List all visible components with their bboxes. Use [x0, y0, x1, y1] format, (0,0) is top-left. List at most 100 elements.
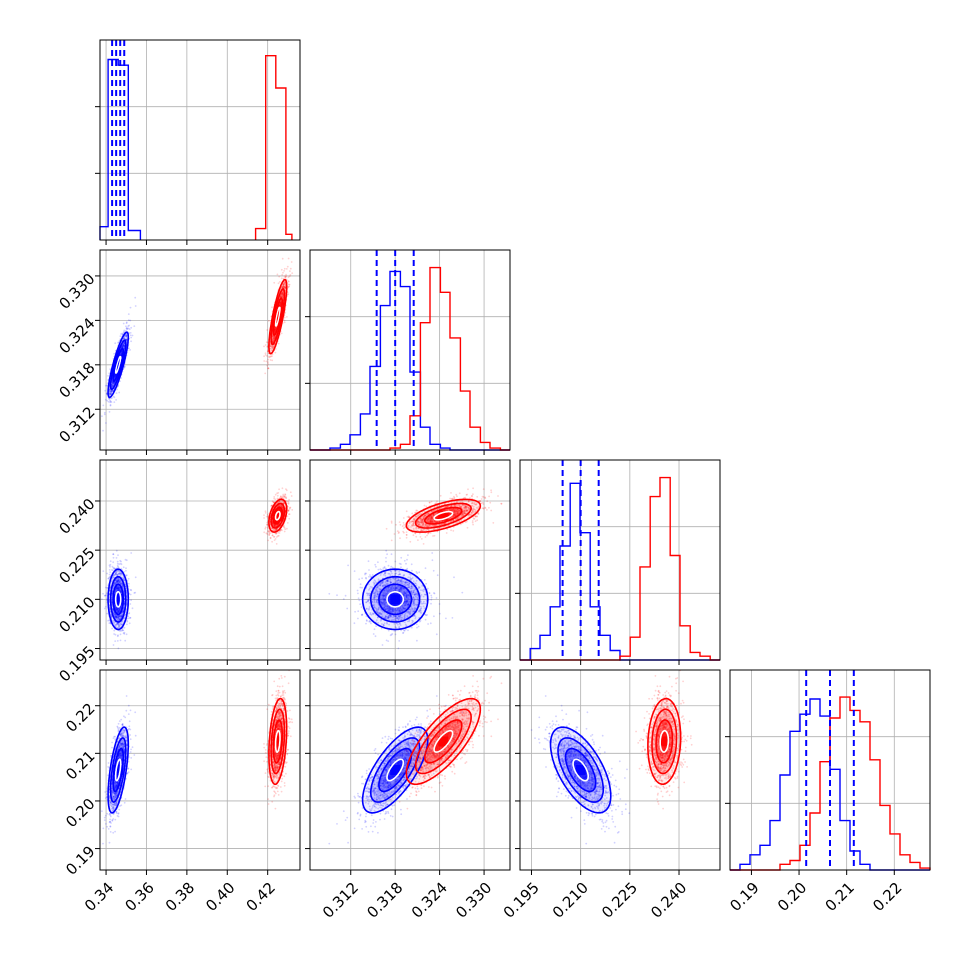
- sample-point: [415, 579, 418, 582]
- sample-point: [538, 726, 540, 729]
- sample-point: [598, 784, 601, 787]
- sample-point: [371, 806, 374, 808]
- sample-point: [575, 742, 578, 745]
- sample-point: [384, 813, 387, 815]
- sample-point: [565, 713, 568, 715]
- sample-point: [408, 611, 411, 613]
- sample-point: [538, 716, 541, 719]
- sample-point: [344, 819, 347, 821]
- sample-point: [362, 782, 365, 785]
- sample-point: [600, 765, 602, 768]
- sample-point: [398, 726, 401, 729]
- sample-point: [612, 804, 615, 806]
- sample-point: [585, 727, 588, 730]
- sample-point: [430, 594, 433, 597]
- sample-point: [122, 739, 125, 742]
- sample-point: [112, 561, 115, 564]
- sample-point: [609, 807, 611, 809]
- sample-point: [116, 578, 119, 581]
- sample-point: [605, 825, 608, 828]
- sample-point: [129, 319, 132, 322]
- sample-point: [110, 392, 112, 395]
- sample-point: [387, 578, 390, 580]
- sample-point: [554, 745, 557, 747]
- sample-point: [570, 816, 573, 819]
- sample-point: [408, 582, 411, 585]
- sample-point: [115, 616, 118, 619]
- sample-point: [126, 623, 128, 626]
- sample-point: [384, 608, 387, 610]
- sample-point: [435, 597, 438, 599]
- sample-point: [597, 748, 600, 751]
- sample-point: [361, 828, 363, 830]
- sample-point: [404, 764, 407, 767]
- sample-point: [389, 737, 392, 740]
- sample-point: [120, 743, 123, 746]
- sample-point: [377, 568, 380, 571]
- sample-point: [615, 808, 617, 811]
- sample-point: [389, 783, 392, 786]
- sample-point: [400, 566, 402, 569]
- sample-point: [604, 789, 607, 792]
- sample-point: [130, 336, 133, 339]
- panel-3-1: [310, 670, 510, 870]
- sample-point: [608, 772, 611, 774]
- sample-point: [427, 715, 429, 718]
- sample-point: [381, 804, 384, 807]
- sample-point: [583, 791, 586, 793]
- sample-point: [561, 749, 563, 752]
- sample-point: [118, 588, 121, 590]
- sample-point: [432, 569, 435, 572]
- sample-point: [117, 623, 119, 625]
- sample-point: [112, 799, 115, 801]
- sample-point: [611, 818, 614, 820]
- sample-point: [383, 818, 386, 820]
- sample-point: [385, 549, 388, 552]
- sample-point: [399, 746, 402, 749]
- sample-point: [130, 757, 133, 759]
- sample-point: [106, 572, 108, 575]
- sample-point: [560, 792, 563, 795]
- sample-point: [125, 567, 127, 570]
- sample-point: [374, 563, 377, 566]
- sample-point: [598, 790, 601, 793]
- sample-point: [587, 755, 590, 758]
- sample-point: [116, 792, 118, 795]
- sample-point: [116, 388, 118, 391]
- sample-point: [114, 786, 117, 789]
- sample-point: [562, 788, 565, 790]
- panel-2-2: [520, 460, 720, 660]
- sample-point: [117, 647, 120, 650]
- sample-point: [402, 768, 405, 771]
- panel-2-0: [100, 460, 300, 660]
- sample-point: [390, 553, 393, 556]
- sample-point: [403, 767, 405, 769]
- sample-point: [588, 772, 591, 774]
- sample-point: [346, 607, 349, 610]
- sample-point: [122, 735, 125, 737]
- sample-point: [583, 819, 586, 821]
- sample-point: [116, 783, 119, 786]
- sample-point: [575, 728, 577, 731]
- sample-point: [398, 617, 401, 619]
- sample-point: [106, 825, 108, 828]
- sample-point: [127, 713, 130, 715]
- sample-point: [566, 735, 569, 738]
- sample-point: [597, 804, 600, 807]
- sample-point: [117, 616, 119, 619]
- sample-point: [399, 783, 402, 786]
- sample-point: [103, 594, 106, 597]
- sample-point: [575, 726, 578, 729]
- sample-point: [119, 614, 121, 617]
- sample-point: [438, 612, 441, 615]
- sample-point: [108, 390, 111, 393]
- sample-point: [575, 746, 578, 749]
- sample-point: [116, 570, 119, 573]
- sample-point: [561, 734, 564, 736]
- sample-point: [399, 589, 401, 592]
- sample-point: [599, 802, 602, 804]
- sample-point: [596, 785, 599, 788]
- sample-point: [583, 794, 585, 797]
- sample-point: [404, 749, 407, 752]
- sample-point: [379, 583, 382, 586]
